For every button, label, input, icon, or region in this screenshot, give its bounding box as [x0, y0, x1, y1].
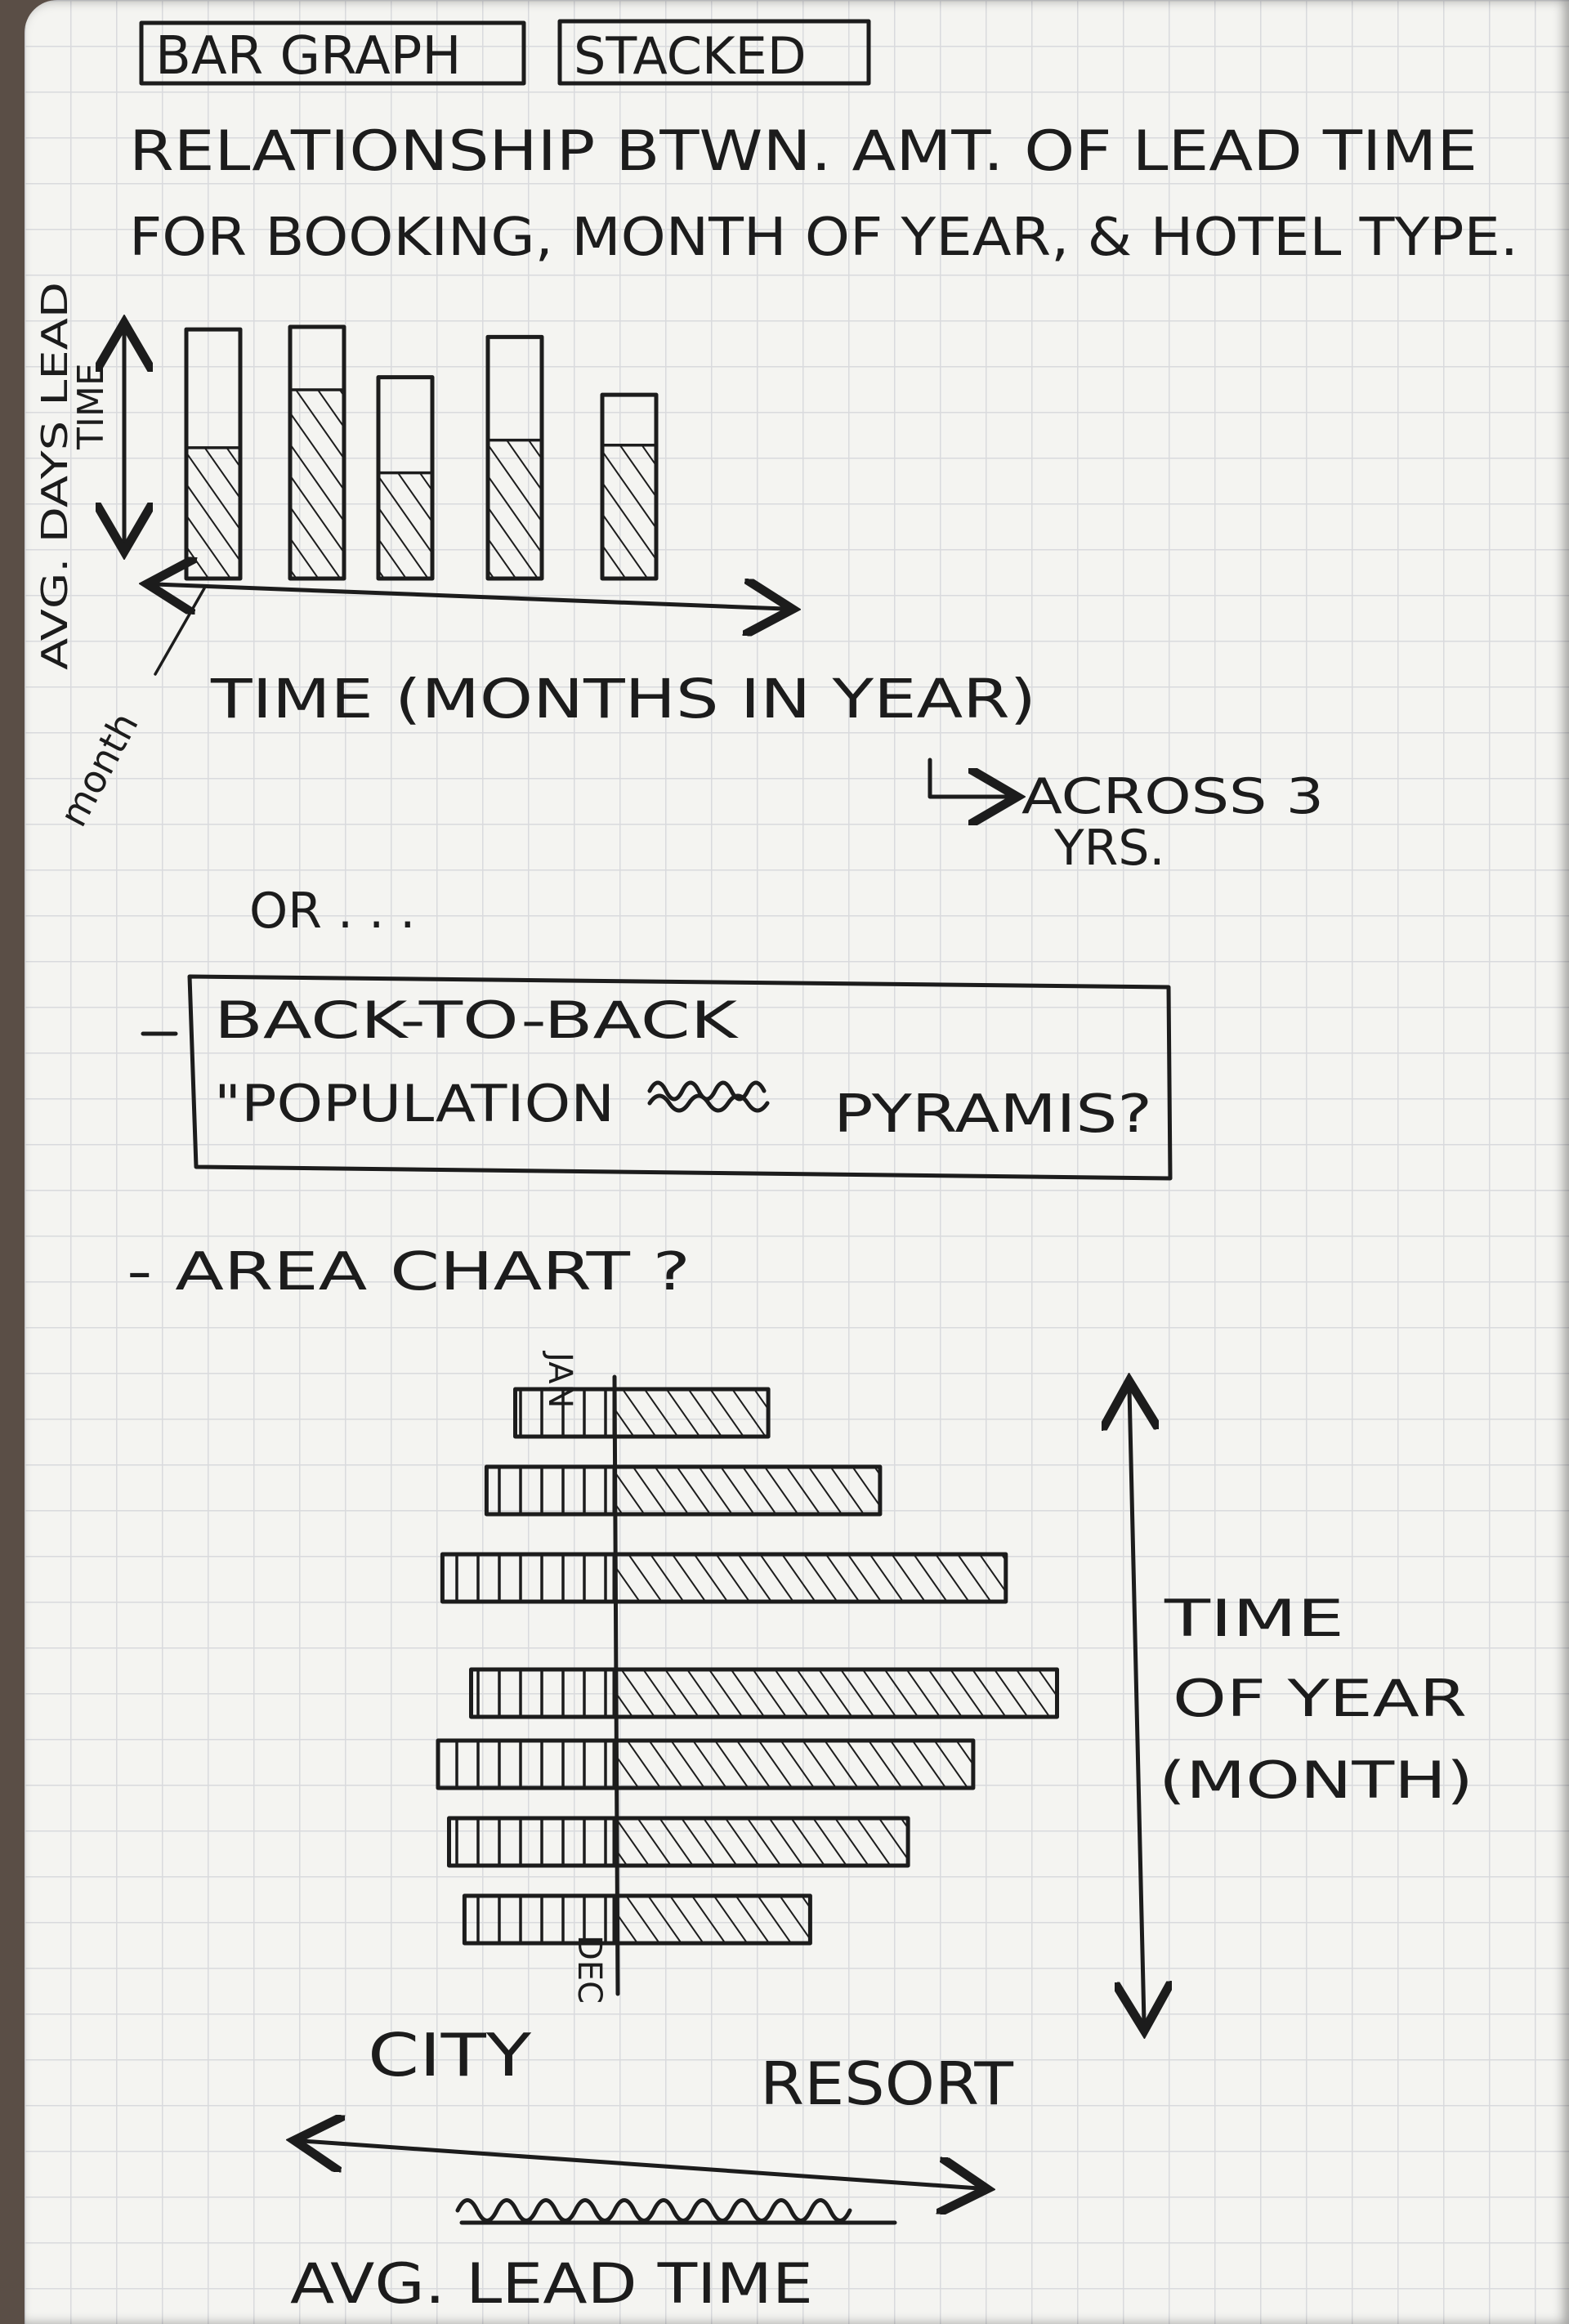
- description-line-2: FOR BOOKING, MONTH OF YEAR, & HOTEL TYPE…: [129, 208, 1518, 268]
- bar-outline: [288, 324, 346, 581]
- city-bar-fill: [464, 1896, 615, 1943]
- bar-outline: [376, 375, 435, 581]
- sketch1-bars: [184, 324, 659, 581]
- bar-outline: [485, 334, 544, 581]
- sketch2-bars: [436, 1387, 1059, 1946]
- month-label: month: [51, 705, 147, 834]
- city-label: CITY: [368, 2021, 532, 2089]
- option-1-line-1: BACK-TO-BACK: [214, 990, 739, 1050]
- notebook-page: [25, 0, 1569, 2324]
- right-time-arrow: [1129, 1389, 1144, 2022]
- bar-lower-segment: [186, 447, 240, 579]
- bar-lower-segment: [290, 390, 344, 579]
- bar-lower-segment: [378, 472, 432, 579]
- sketch1-month-tick: [154, 587, 206, 676]
- bar-outline: [184, 327, 243, 581]
- bar-lower-segment: [488, 440, 542, 579]
- time-of-year-line-2: OF YEAR: [1173, 1669, 1467, 1728]
- note-line-1: ACROSS 3: [1021, 768, 1324, 825]
- city-bar-fill: [471, 1669, 615, 1717]
- note-arrow: [928, 758, 1009, 797]
- pyramid-sketch: [302, 1377, 1144, 2225]
- resort-bar-fill: [615, 1554, 1006, 1602]
- description-line-1: RELATIONSHIP BTWN. AMT. OF LEAD TIME: [129, 119, 1477, 184]
- resort-bar-fill: [615, 1818, 909, 1866]
- note-line-2: YRS.: [1053, 820, 1165, 877]
- city-bar-fill: [442, 1554, 615, 1602]
- resort-bar-fill: [615, 1669, 1057, 1717]
- lead-time-axis-label: AVG. LEAD TIME: [290, 2252, 813, 2317]
- city-bar-fill: [438, 1741, 615, 1788]
- resort-bar-fill: [615, 1741, 973, 1788]
- stacked-tag-box: [557, 19, 871, 86]
- resort-bar-fill: [615, 1389, 769, 1437]
- scribbled-out-word: [647, 1080, 770, 1113]
- resort-bar: [612, 1552, 1008, 1604]
- or-text: OR . . .: [249, 883, 415, 940]
- bar-outline: [600, 392, 659, 581]
- time-of-year-line-3: (MONTH): [1159, 1750, 1473, 1810]
- resort-bar: [612, 1816, 910, 1868]
- stacked-tag: STACKED: [574, 26, 807, 86]
- resort-bar: [612, 1738, 976, 1790]
- option-2: - AREA CHART ?: [127, 1242, 691, 1303]
- resort-bar: [612, 1464, 883, 1517]
- lead-time-axis: [302, 2141, 979, 2188]
- time-of-year-line-1: TIME: [1164, 1589, 1344, 1648]
- x-axis-label: TIME (MONTHS IN YEAR): [210, 668, 1036, 731]
- sketch1-x-axis: [155, 584, 784, 609]
- resort-bar-fill: [615, 1467, 880, 1514]
- resort-label: RESORT: [760, 2049, 1014, 2118]
- city-bar-fill: [515, 1389, 615, 1437]
- bar-graph-tag-box: [139, 20, 526, 86]
- resort-bar: [612, 1893, 812, 1946]
- scribbled-out-axis-word: [455, 2198, 897, 2225]
- month-top-label: JAN: [541, 1350, 579, 1408]
- y-axis-label-line-2: TIME: [70, 363, 112, 450]
- city-bar-fill: [449, 1818, 615, 1866]
- city-bar-fill: [486, 1467, 615, 1514]
- option-1-box: [187, 974, 1173, 1181]
- option-1-line-2: "POPULATION: [214, 1074, 615, 1133]
- resort-bar-fill: [615, 1896, 811, 1943]
- bar-lower-segment: [602, 445, 656, 579]
- month-bottom-label: DEC: [570, 1935, 608, 2004]
- bar-graph-tag: BAR GRAPH: [155, 26, 461, 87]
- stacked-bar-sketch: [124, 324, 784, 676]
- option-1-line-3: PYRAMIS?: [834, 1084, 1152, 1145]
- resort-bar: [612, 1667, 1059, 1719]
- resort-bar: [612, 1387, 771, 1439]
- y-axis-label-line-1: AVG. DAYS LEAD: [34, 282, 76, 670]
